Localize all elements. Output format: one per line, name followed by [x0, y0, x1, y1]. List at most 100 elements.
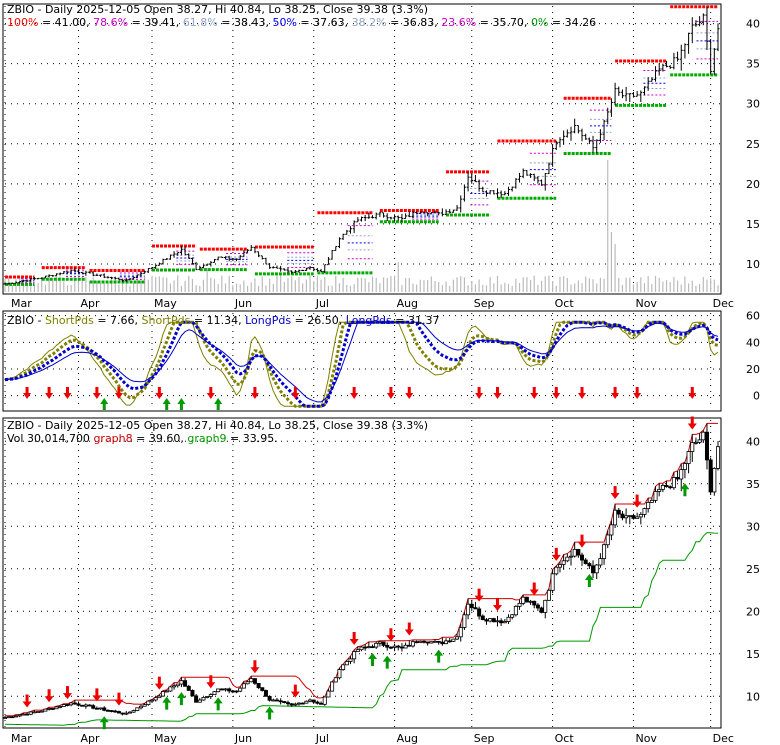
price-candle [304, 700, 309, 704]
price-candle [120, 712, 125, 715]
price-candle [91, 705, 96, 709]
price-candle [263, 690, 268, 697]
price-candle [47, 708, 52, 710]
signals-legend: Vol 30,014,700 graph8 = 39.60, graph9 = … [7, 432, 278, 445]
price-candle [245, 681, 250, 685]
price-candle [627, 515, 632, 517]
price-candle [28, 711, 33, 715]
y-tick-label: 20 [746, 178, 760, 191]
price-candle [285, 702, 290, 705]
price-candle [105, 709, 110, 712]
signals-header: ZBIO - Daily 2025-12-05 Open 38.27, Hi 4… [7, 419, 428, 432]
graph9-value: = 33.95. [227, 432, 278, 445]
price-candle [458, 627, 463, 638]
up-arrow-icon [162, 696, 172, 710]
graph8-value: = 39.60, [133, 432, 188, 445]
price-candle [517, 602, 522, 607]
price-candle [686, 451, 691, 464]
down-arrow-icon [23, 387, 32, 399]
price-candle [550, 573, 555, 591]
price-candle [216, 688, 221, 693]
price-candle [528, 600, 533, 603]
price-candle [212, 691, 217, 696]
price-candle [469, 603, 474, 609]
fib-price-bars [3, 6, 720, 285]
price-candle [440, 641, 445, 645]
price-candle [521, 596, 526, 604]
price-candle [580, 554, 585, 561]
fib-panel-frame [2, 3, 722, 295]
price-candle [484, 619, 489, 622]
price-candle [693, 441, 698, 444]
price-candle [602, 544, 607, 559]
down-arrow-icon [62, 686, 72, 700]
price-candle [583, 559, 588, 564]
down-arrow-icon [611, 387, 620, 399]
price-candle [455, 636, 460, 640]
oscillator-header-part: = 11.34, [190, 314, 245, 327]
oscillator-header-part: = 31.37 [392, 314, 440, 327]
oscillator-panel-frame [2, 310, 722, 412]
down-arrow-icon [250, 387, 259, 399]
price-candle [436, 640, 441, 643]
down-arrow-icon [92, 387, 101, 399]
x-tick-label: Apr [81, 297, 101, 310]
price-candle [716, 446, 721, 469]
fib-x-axis: Mar Apr May Jun Jul Aug Sep Oct Nov Dec [11, 297, 734, 310]
up-arrow-icon [214, 398, 223, 410]
fib-level-value: = 38.43, [218, 16, 273, 29]
down-arrow-icon [206, 387, 215, 399]
y-tick-label: 40 [746, 18, 760, 31]
price-candle [697, 439, 702, 443]
price-candle [414, 641, 419, 644]
down-arrow-icon [290, 684, 300, 698]
price-candle [535, 604, 540, 609]
price-candle [238, 687, 243, 692]
price-candle [594, 564, 599, 574]
price-candle [3, 717, 8, 719]
price-candle [146, 700, 151, 705]
price-candle [330, 681, 335, 692]
y-tick-label: 40 [746, 336, 760, 349]
fib-level-value: = 35.70, [476, 16, 531, 29]
y-tick-label: 35 [746, 58, 760, 71]
price-candle [197, 699, 202, 703]
price-candle [591, 565, 596, 574]
price-candle [348, 658, 353, 662]
price-candle [278, 700, 283, 703]
price-candle [69, 702, 74, 706]
down-arrow-icon [155, 387, 164, 399]
price-candle [289, 703, 294, 706]
y-tick-label: 25 [746, 563, 760, 576]
down-arrow-icon [610, 485, 620, 499]
down-arrow-icon [475, 387, 484, 399]
price-candle [157, 695, 162, 699]
price-candle [219, 688, 224, 691]
price-candle [392, 645, 397, 648]
oscillator-header-part: = 7.66, [94, 314, 142, 327]
price-candle [513, 605, 518, 616]
price-candle [499, 620, 504, 624]
volume-readout: Vol 30,014,700 [7, 432, 93, 445]
price-candle [385, 644, 390, 648]
y-tick-label: 60 [746, 310, 760, 323]
signals-y-axis: 10 15 20 25 30 35 40 [746, 435, 760, 703]
fib-panel-grid [4, 6, 721, 294]
y-tick-label: 30 [746, 98, 760, 111]
price-candle [421, 640, 426, 643]
fib-level-label: 38.2% [352, 16, 387, 29]
price-candle [319, 702, 324, 705]
price-candle [223, 688, 228, 691]
price-candle [230, 690, 235, 693]
price-candle [175, 683, 180, 687]
price-candle [150, 699, 155, 702]
price-candle [260, 687, 265, 691]
price-candle [36, 711, 41, 713]
price-candle [377, 641, 382, 644]
price-candle [315, 701, 320, 704]
down-arrow-icon [474, 588, 484, 602]
up-arrow-icon [162, 398, 171, 410]
price-candle [32, 711, 37, 714]
up-arrow-icon [99, 716, 109, 730]
